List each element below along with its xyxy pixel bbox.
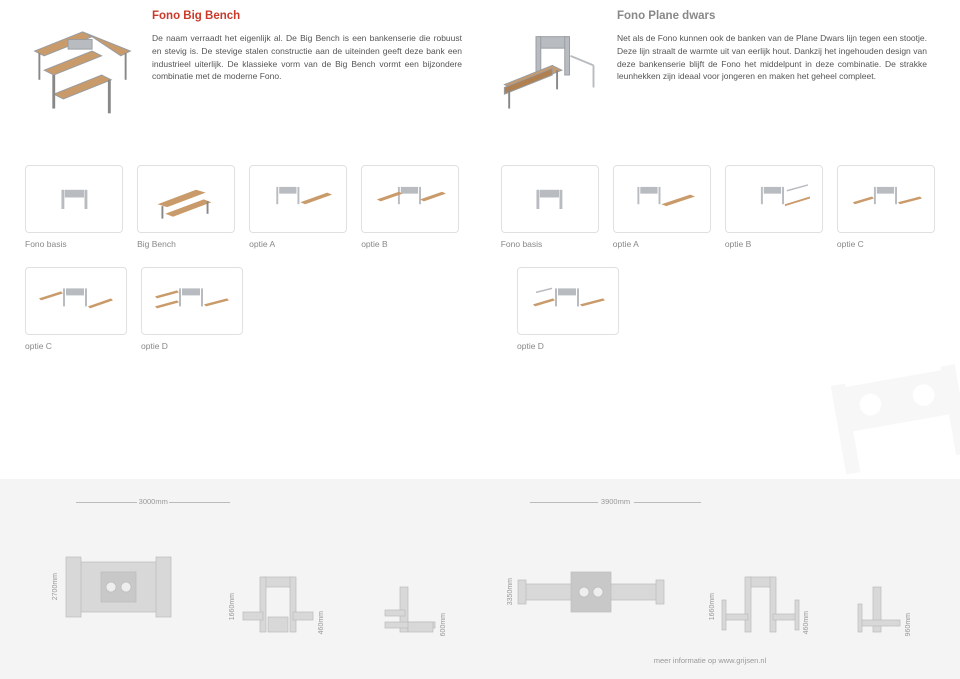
left-text: Fono Big Bench De naam verraadt het eige… [152, 10, 470, 140]
option-card: optie A [613, 165, 711, 249]
dim-label: 1660mm [709, 593, 716, 620]
option-card: Big Bench [137, 165, 235, 249]
bottom-section: 3000mm 2700mm 1660mm [0, 479, 960, 679]
option-row-2: optie C optie D optie D [25, 267, 935, 351]
option-label: optie C [837, 239, 864, 249]
right-diagram-row: 3350mm 1660mm [485, 512, 935, 642]
dim-label: 960mm [905, 613, 912, 636]
diagram-plan-view: 3350mm [507, 542, 666, 642]
option-thumb [613, 165, 711, 233]
option-thumb [249, 165, 347, 233]
option-label: optie C [25, 341, 52, 351]
option-thumb [25, 165, 123, 233]
option-label: optie B [361, 239, 387, 249]
right-product: Fono Plane dwars Net als de Fono kunnen … [490, 10, 935, 140]
option-label: optie A [249, 239, 275, 249]
option-thumb [837, 165, 935, 233]
right-hero-image [490, 10, 605, 140]
top-section: Fono Big Bench De naam verraadt het eige… [0, 0, 960, 165]
option-card: optie C [25, 267, 127, 351]
option-card: optie D [517, 267, 619, 351]
diagram-front-view: 1660mm 460mm [229, 572, 327, 642]
dim-label: 600mm [440, 613, 447, 636]
diagram-side-view: 960mm [855, 582, 914, 642]
option-card: Fono basis [25, 165, 123, 249]
right-text: Fono Plane dwars Net als de Fono kunnen … [617, 10, 935, 140]
option-thumb [501, 165, 599, 233]
right-diagram: 3900mm 3350mm 1660mm [485, 497, 935, 671]
option-thumb [141, 267, 243, 335]
dim-label: 3350mm [507, 578, 514, 605]
option-card: Fono basis [501, 165, 599, 249]
option-row-1: Fono basis Big Bench optie A optie B [25, 165, 935, 249]
option-thumb [361, 165, 459, 233]
option-thumb [517, 267, 619, 335]
left-hero-image [25, 10, 140, 140]
diagram-front-view: 1660mm 460mm [709, 572, 812, 642]
left-width-dim: 3000mm [52, 497, 255, 506]
option-label: optie D [517, 341, 544, 351]
option-label: optie B [725, 239, 751, 249]
option-thumb [137, 165, 235, 233]
option-label: optie D [141, 341, 168, 351]
option-thumb [25, 267, 127, 335]
diagram-side-view: 600mm [380, 582, 449, 642]
option-label: Big Bench [137, 239, 176, 249]
option-card: optie A [249, 165, 347, 249]
footer-link: meer informatie op www.grijsen.nl [654, 656, 767, 665]
option-label: Fono basis [501, 239, 543, 249]
left-desc: De naam verraadt het eigenlijk al. De Bi… [152, 32, 462, 83]
option-card: optie B [725, 165, 823, 249]
left-diagram-row: 2700mm 1660mm [25, 512, 475, 642]
right-desc: Net als de Fono kunnen ook de banken van… [617, 32, 927, 83]
dim-label: 460mm [803, 611, 810, 634]
option-label: optie A [613, 239, 639, 249]
option-card: optie D [141, 267, 243, 351]
diagram-plan-view: 2700mm [52, 532, 176, 642]
dim-label: 460mm [318, 611, 325, 634]
right-title: Fono Plane dwars [617, 10, 927, 22]
option-thumb [725, 165, 823, 233]
options-section: Fono basis Big Bench optie A optie B [0, 165, 960, 351]
dim-label: 1660mm [229, 593, 236, 620]
option-card: optie C [837, 165, 935, 249]
dim-label: 2700mm [52, 573, 59, 600]
option-card: optie B [361, 165, 459, 249]
left-diagram: 3000mm 2700mm 1660mm [25, 497, 475, 671]
right-width-dim: 3900mm [503, 497, 728, 506]
option-label: Fono basis [25, 239, 67, 249]
left-product: Fono Big Bench De naam verraadt het eige… [25, 10, 470, 140]
left-title: Fono Big Bench [152, 10, 462, 22]
